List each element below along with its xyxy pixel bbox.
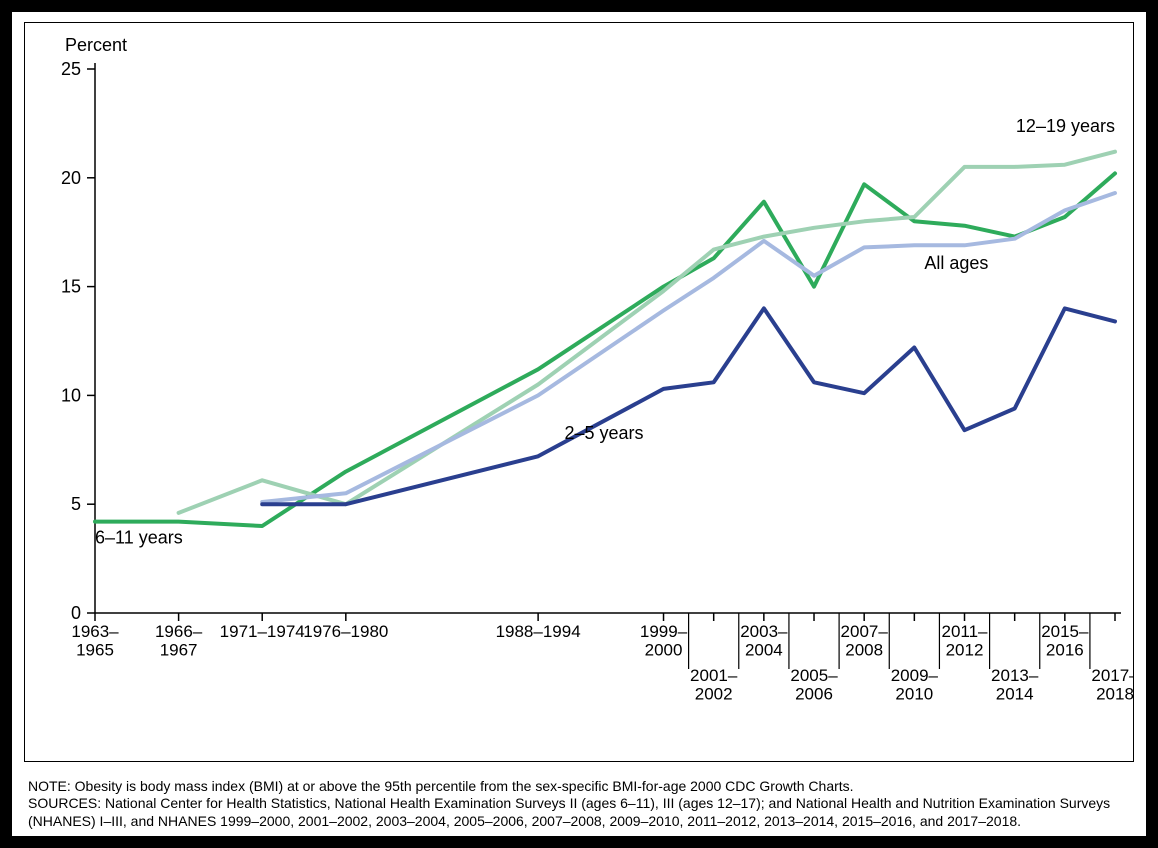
series-label-2–5-years: 2–5 years — [564, 423, 643, 443]
series-line-All-ages — [262, 193, 1115, 502]
sources-text: SOURCES: National Center for Health Stat… — [28, 795, 1130, 830]
y-tick-label: 25 — [61, 59, 81, 79]
note-text: NOTE: Obesity is body mass index (BMI) a… — [28, 778, 1130, 796]
series-label-All-ages: All ages — [924, 253, 988, 273]
line-chart: Percent 0 5 10 15 20 25 1963–1965 1966–1967 1971–… — [25, 23, 1133, 761]
series-line-12–19-years — [179, 152, 1115, 513]
y-tick-label: 10 — [61, 385, 81, 405]
chart-card: Percent 0 5 10 15 20 25 1963–1965 1966–1967 1971–… — [10, 10, 1148, 838]
y-tick-label: 0 — [71, 603, 81, 623]
x-tick-label: 2017–2018 — [1091, 666, 1133, 704]
x-tick-label: 1999–2000 — [640, 622, 688, 660]
x-tick-label: 1988–1994 — [496, 622, 581, 641]
y-tick-label: 20 — [61, 168, 81, 188]
x-tick-label: 1963–1965 — [71, 622, 119, 660]
x-tick-label: 2003–2004 — [740, 622, 788, 660]
x-tick-label: 1966–1967 — [155, 622, 203, 660]
x-tick-label: 2005–2006 — [790, 666, 838, 704]
x-tick-label: 1971–1974 — [220, 622, 305, 641]
x-tick-label: 2001–2002 — [690, 666, 738, 704]
chart-footer: NOTE: Obesity is body mass index (BMI) a… — [28, 778, 1130, 831]
series-label-12–19-years: 12–19 years — [1016, 116, 1115, 136]
x-tick-label: 2013–2014 — [991, 666, 1039, 704]
x-tick-label: 2011–2012 — [942, 622, 989, 660]
x-tick-label: 2007–2008 — [841, 622, 889, 660]
y-tick-label: 5 — [71, 494, 81, 514]
y-axis-title: Percent — [65, 35, 127, 55]
chart-plot-frame: Percent 0 5 10 15 20 25 1963–1965 1966–1967 1971–… — [24, 22, 1134, 762]
x-tick-label: 2009–2010 — [891, 666, 939, 704]
x-tick-label: 1976–1980 — [303, 622, 388, 641]
series-label-6–11-years: 6–11 years — [95, 527, 183, 547]
x-tick-label: 2015–2016 — [1041, 622, 1089, 660]
y-tick-label: 15 — [61, 277, 81, 297]
